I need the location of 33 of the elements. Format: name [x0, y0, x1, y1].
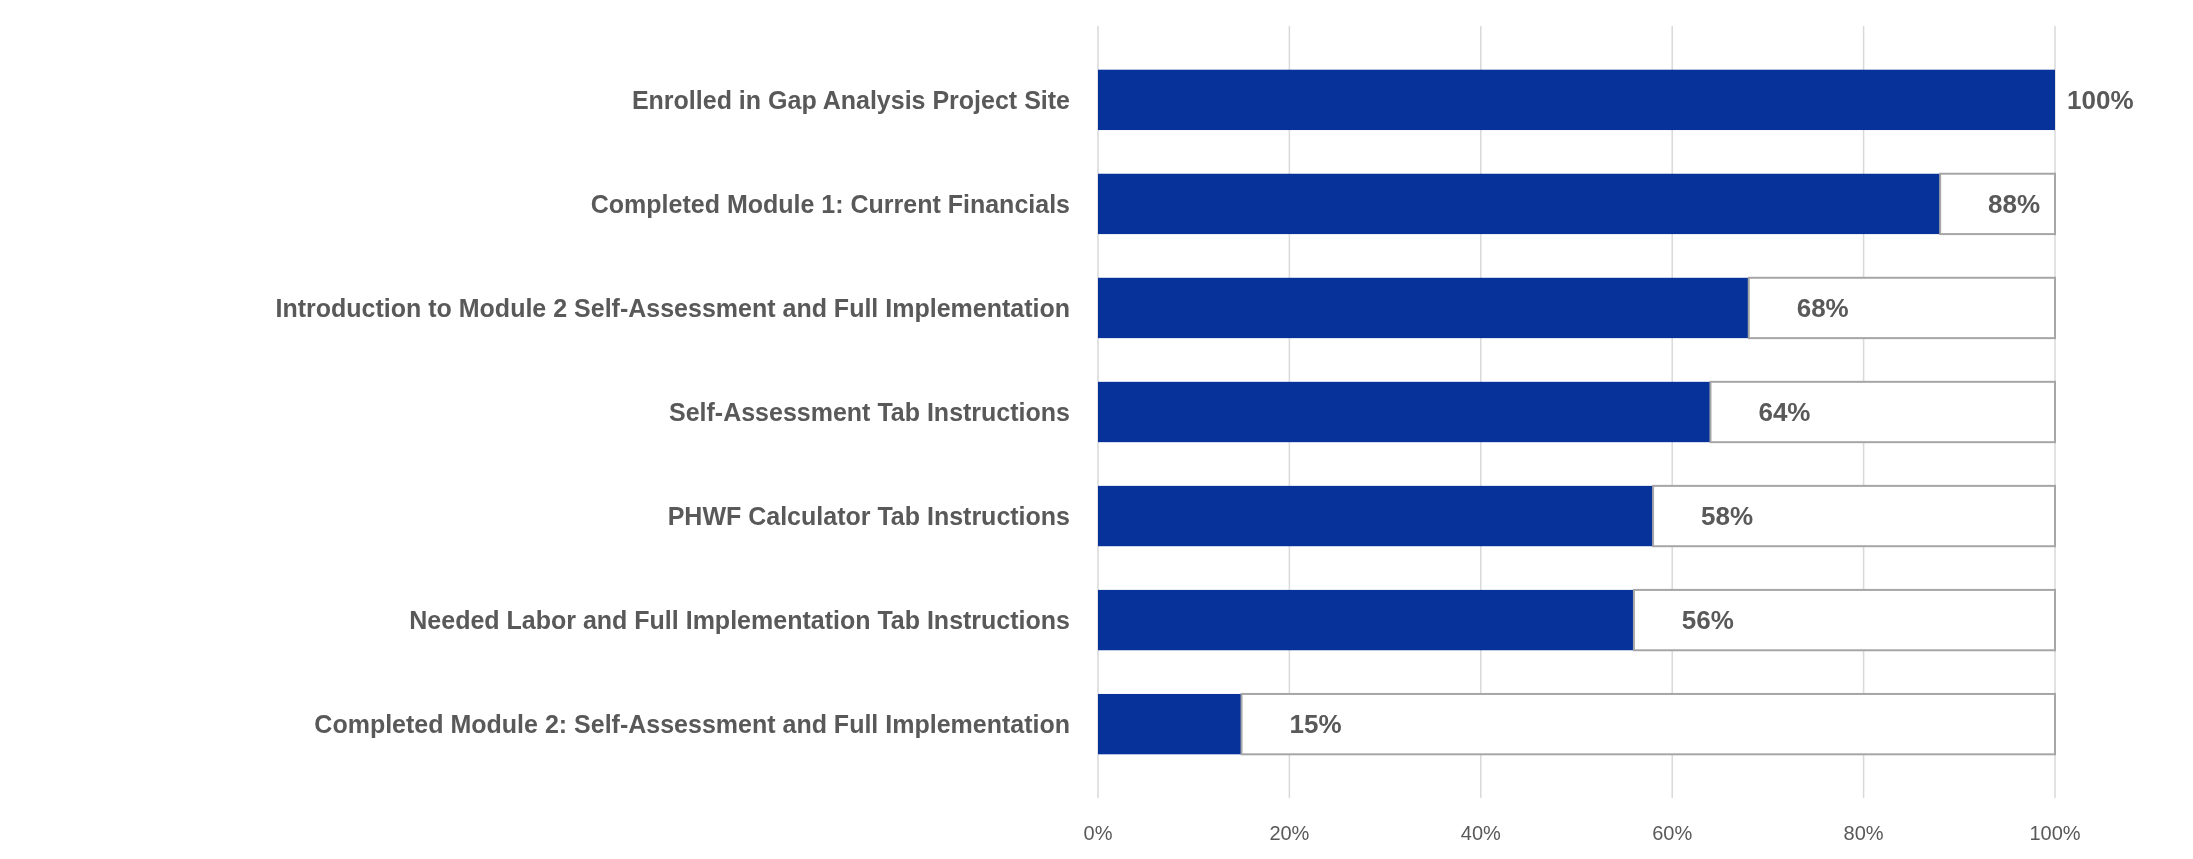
bar: [1098, 173, 1941, 235]
data-label: 88%: [1988, 188, 2041, 219]
x-tick-label: 60%: [1652, 822, 1693, 844]
y-tick-label: Self-Assessment Tab Instructions: [668, 398, 1070, 426]
y-tick-label: Enrolled in Gap Analysis Project Site: [631, 85, 1071, 114]
data-label: 100%: [2067, 84, 2134, 115]
y-tick-label: Completed Module 1: Current Financials: [590, 189, 1070, 218]
data-label: 64%: [1758, 397, 1811, 427]
bar: [1098, 485, 1654, 547]
y-tick-label: Introduction to Module 2 Self-Assessment and Full Implementation: [275, 293, 1070, 322]
bar: [1098, 693, 1242, 755]
x-tick-label: 20%: [1269, 822, 1310, 844]
data-label: 58%: [1701, 501, 1754, 532]
x-tick-label: 40%: [1460, 822, 1502, 844]
data-label: 68%: [1796, 292, 1849, 323]
bar: [1747, 276, 2056, 340]
x-tick-label: 80%: [1843, 822, 1884, 844]
bar: [1240, 692, 2056, 756]
data-label: 15%: [1289, 709, 1342, 740]
bar: [1939, 172, 2056, 236]
x-tick-label: 100%: [2029, 822, 2081, 844]
bar: [1098, 277, 1749, 339]
y-tick-label: Needed Labor and Full Implementation Tab Instructions: [409, 606, 1070, 635]
bar: [1098, 381, 1711, 443]
y-tick-label: Completed Module 2: Self-Assessment and Full Implementation: [314, 710, 1070, 739]
bar: [1098, 69, 2055, 131]
bar: [1632, 588, 2056, 652]
y-tick-label: PHWF Calculator Tab Instructions: [667, 502, 1070, 531]
data-label: 56%: [1681, 605, 1734, 636]
bar: [1652, 484, 2056, 548]
x-tick-label: 0%: [1083, 822, 1113, 844]
bar: [1709, 380, 2056, 444]
bar: [1098, 589, 1634, 651]
